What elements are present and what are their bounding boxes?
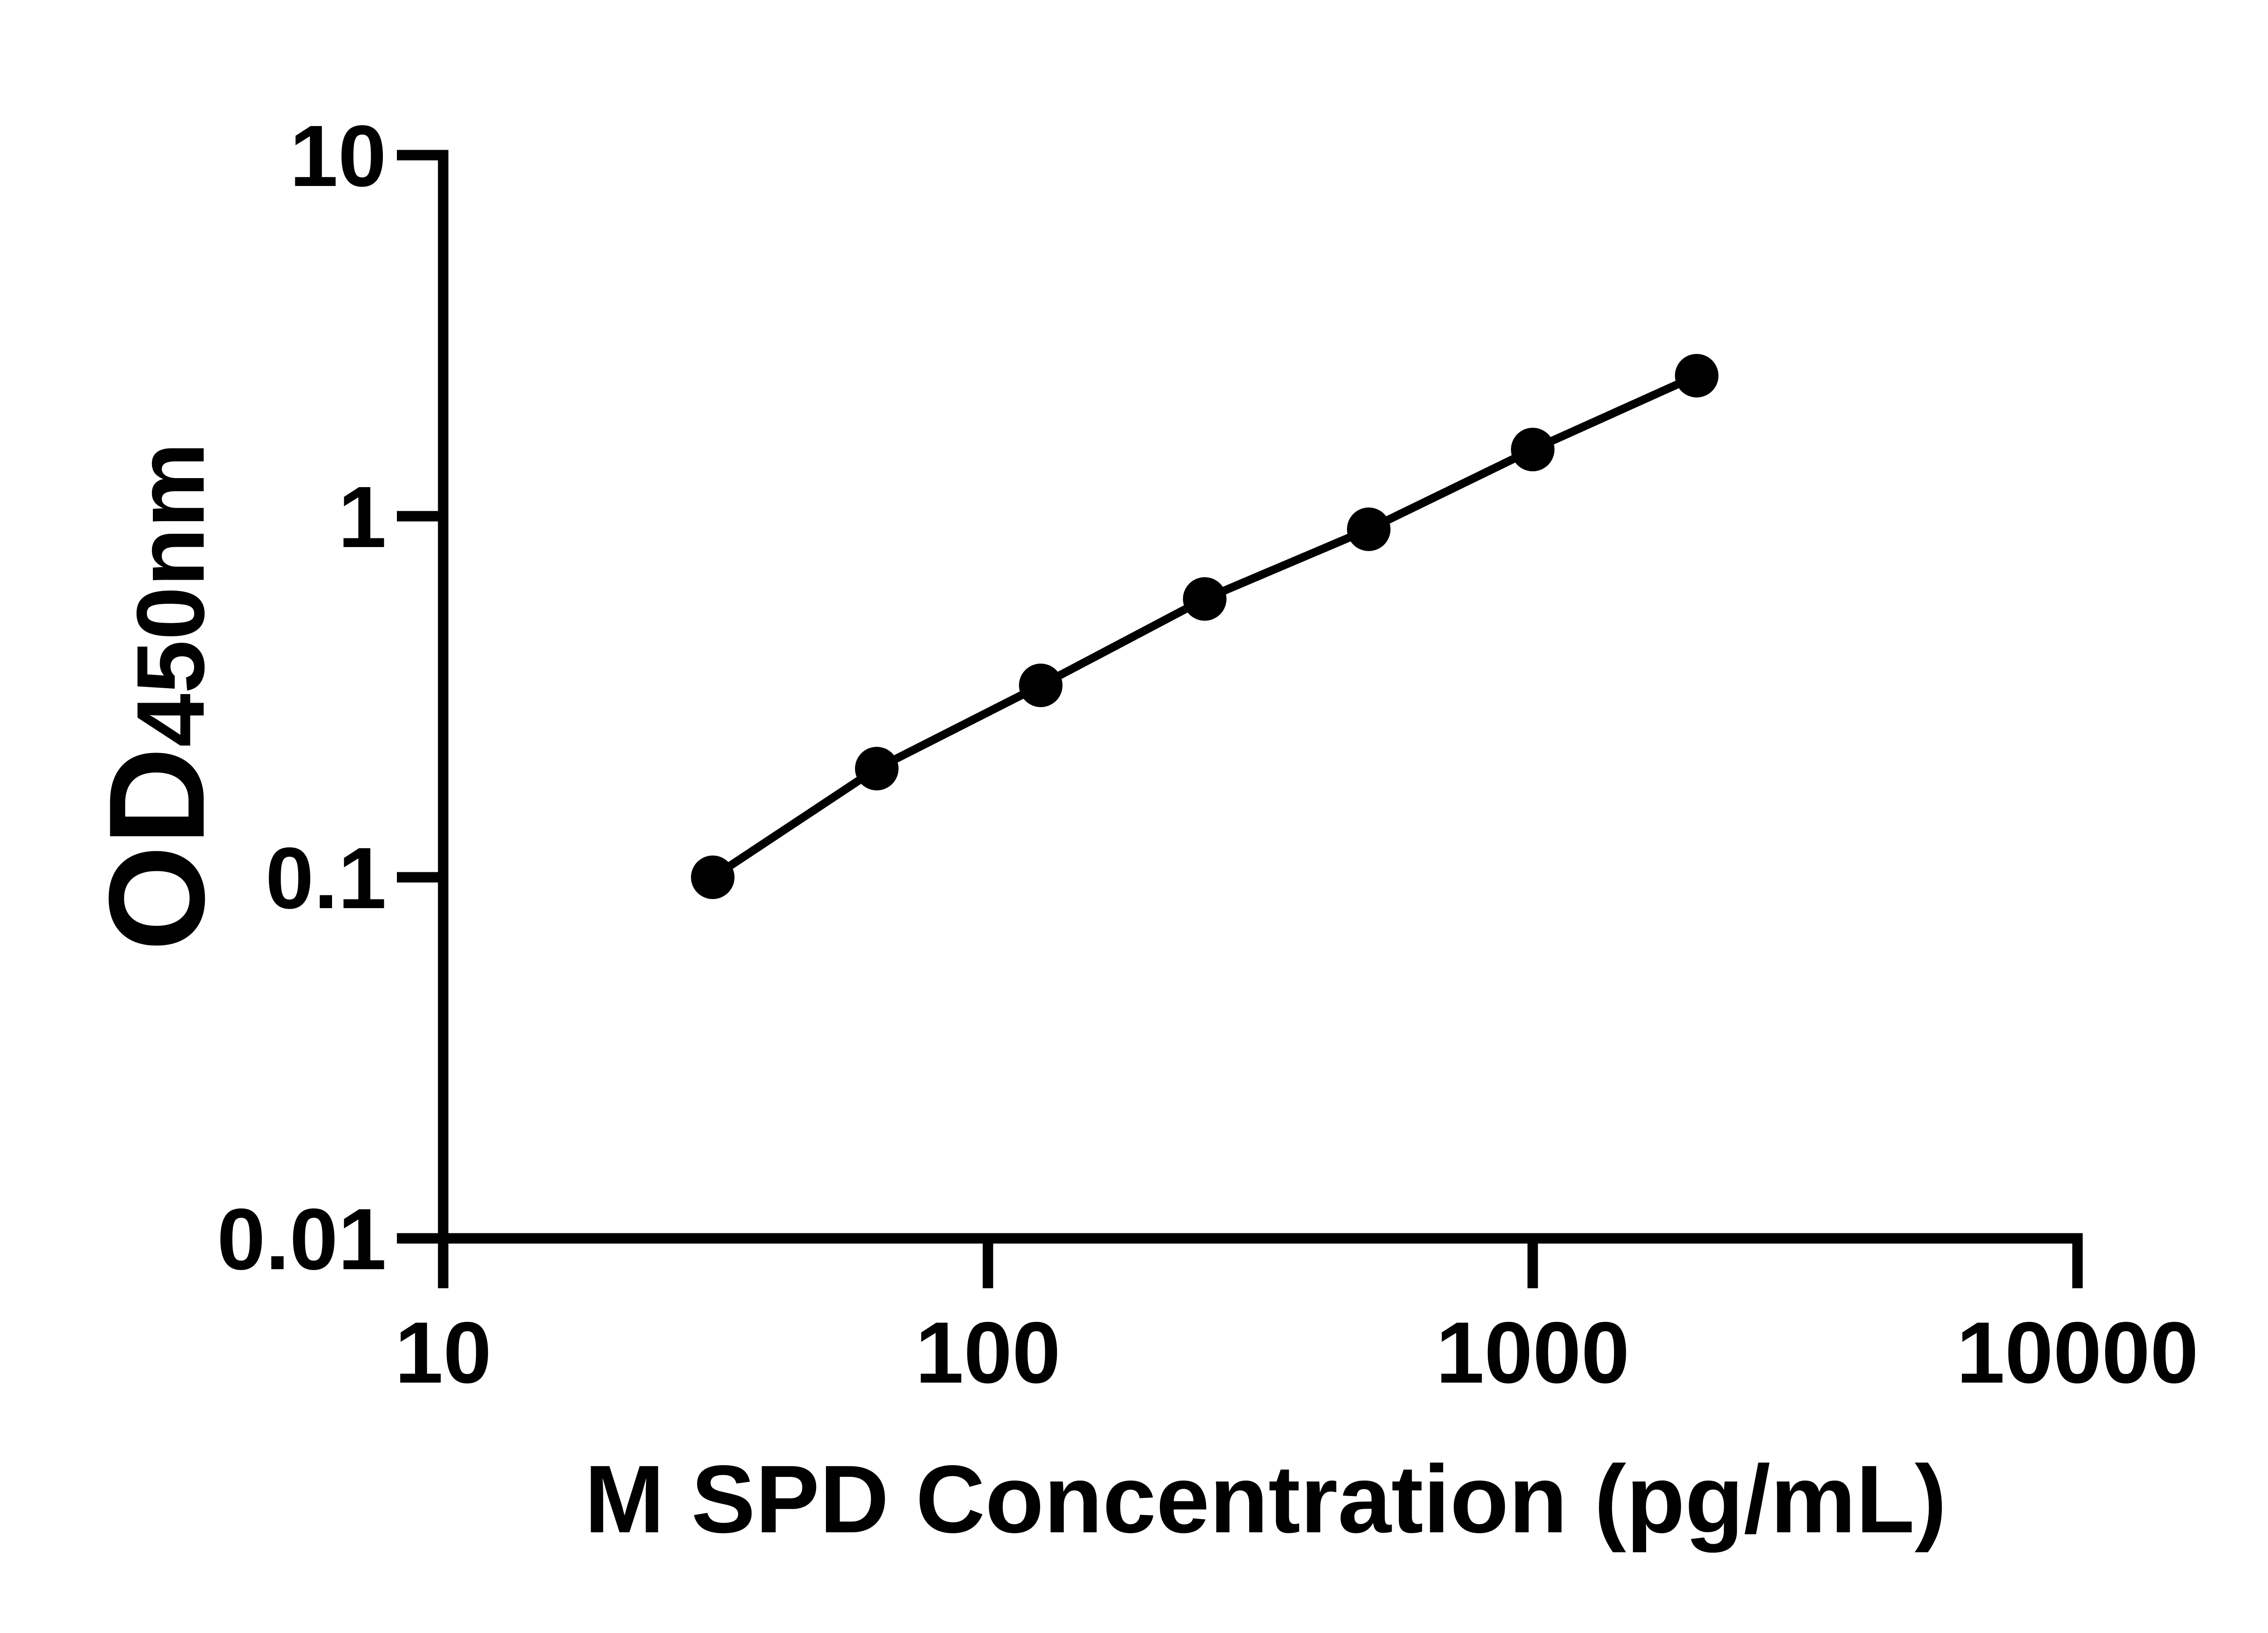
x-tick-label: 1000 bbox=[1436, 1304, 1629, 1401]
axis-lines bbox=[438, 150, 2083, 1244]
data-series bbox=[691, 354, 1719, 899]
y-axis-title: OD450nm bbox=[80, 442, 233, 951]
y-axis-tick-labels: 10 1 0.1 0.01 bbox=[217, 107, 386, 1288]
y-tick-label: 0.01 bbox=[217, 1190, 386, 1288]
y-axis-ticks bbox=[397, 150, 443, 1244]
x-axis-title: M SPD Concentration (pg/mL) bbox=[584, 1445, 1946, 1553]
data-point-marker bbox=[691, 856, 735, 899]
x-tick-label: 100 bbox=[915, 1304, 1061, 1401]
data-point-marker bbox=[1019, 663, 1063, 707]
y-tick-label: 10 bbox=[289, 107, 386, 205]
data-point-marker bbox=[855, 747, 899, 791]
y-tick-label: 0.1 bbox=[265, 829, 386, 927]
x-axis-tick-labels: 10 100 1000 10000 bbox=[395, 1304, 2199, 1401]
y-axis-title-subscript: 450nm bbox=[117, 442, 224, 747]
data-point-marker bbox=[1511, 428, 1554, 471]
x-tick-label: 10000 bbox=[1956, 1304, 2199, 1401]
y-tick-label: 1 bbox=[338, 468, 386, 566]
y-axis-title-main: OD bbox=[80, 747, 233, 951]
data-point-marker bbox=[1183, 577, 1227, 621]
x-axis-ticks bbox=[438, 1238, 2083, 1288]
x-tick-label: 10 bbox=[395, 1304, 492, 1401]
data-point-marker bbox=[1675, 354, 1719, 398]
data-point-marker bbox=[1347, 507, 1391, 551]
